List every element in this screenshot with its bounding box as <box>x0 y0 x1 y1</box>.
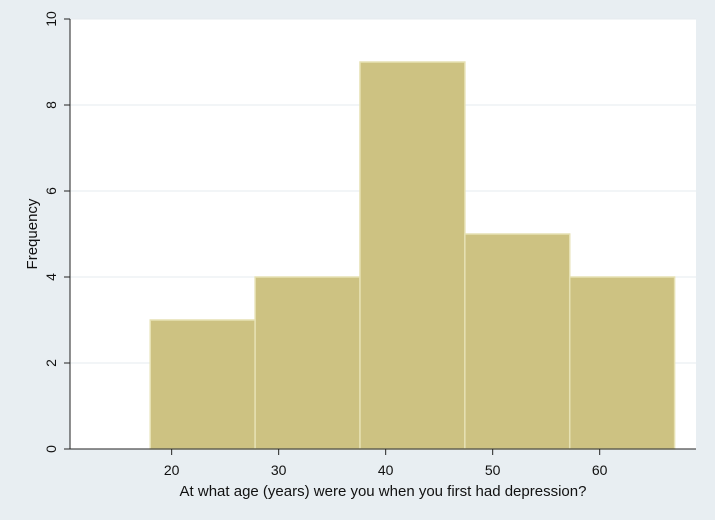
x-axis-title: At what age (years) were you when you fi… <box>180 483 587 500</box>
bar-2 <box>254 276 361 450</box>
x-tick-label-60: 60 <box>592 462 608 478</box>
y-tick-label-10: 10 <box>43 11 59 27</box>
y-tick-label-4: 4 <box>43 273 59 281</box>
y-ticks: 0 2 4 6 8 10 <box>43 11 70 453</box>
y-tick-label-2: 2 <box>43 359 59 367</box>
x-tick-label-40: 40 <box>378 462 394 478</box>
bars <box>149 61 676 450</box>
y-axis-title: Frequency <box>24 198 41 269</box>
bar-3 <box>359 61 466 450</box>
y-tick-label-8: 8 <box>43 101 59 109</box>
bar-1 <box>149 319 256 450</box>
bar-4 <box>464 233 571 450</box>
x-tick-label-50: 50 <box>485 462 501 478</box>
x-tick-label-30: 30 <box>271 462 287 478</box>
bar-5 <box>568 276 676 450</box>
x-tick-label-20: 20 <box>164 462 180 478</box>
y-tick-label-0: 0 <box>43 445 59 453</box>
x-ticks: 20 30 40 50 60 <box>164 449 608 478</box>
y-tick-label-6: 6 <box>43 187 59 195</box>
